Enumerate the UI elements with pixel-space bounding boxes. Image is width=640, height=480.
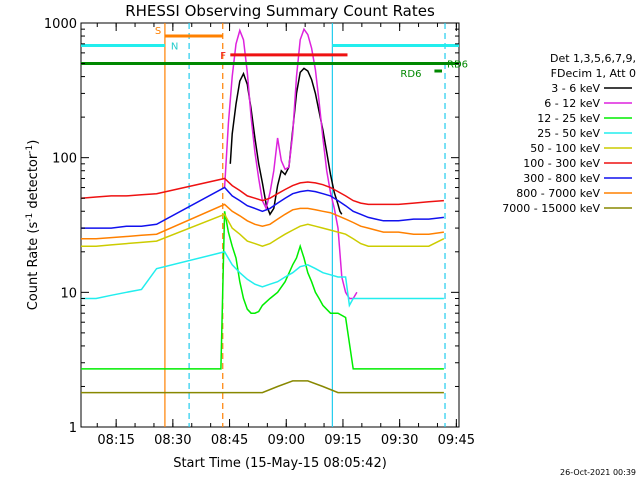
legend-label: 800 - 7000 keV bbox=[516, 187, 600, 200]
y-tick-label: 1000 bbox=[44, 17, 77, 32]
legend-header-line1: Det 1,3,5,6,7,9, bbox=[550, 52, 636, 65]
series-line bbox=[81, 203, 445, 240]
legend-label: 100 - 300 keV bbox=[523, 157, 600, 170]
series-line bbox=[81, 211, 444, 370]
series-line bbox=[81, 380, 444, 394]
plot-frame bbox=[80, 22, 460, 428]
y-axis-label-mid: detector bbox=[26, 153, 41, 213]
y-axis: 1 10 100 1000 bbox=[44, 17, 459, 436]
series-line bbox=[223, 27, 358, 300]
y-axis-label-end: ) bbox=[26, 140, 41, 145]
x-tick-label: 09:00 bbox=[268, 433, 305, 448]
x-tick-label: 09:45 bbox=[438, 433, 475, 448]
legend-label: 300 - 800 keV bbox=[523, 172, 600, 185]
x-tick-label: 09:15 bbox=[324, 433, 361, 448]
y-axis-label-sup2: -1 bbox=[25, 145, 35, 154]
x-axis: 08:15 08:30 08:45 09:00 09:15 09:30 09:45 bbox=[96, 23, 475, 448]
x-axis-label: Start Time (15-May-15 08:05:42) bbox=[173, 456, 387, 471]
vertical-markers bbox=[164, 23, 446, 427]
legend-label: 3 - 6 keV bbox=[551, 82, 600, 95]
y-axis-label-main: Count Rate (s bbox=[26, 222, 41, 311]
legend-label: 25 - 50 keV bbox=[537, 127, 600, 140]
flag-label: S bbox=[155, 26, 161, 37]
legend: Det 1,3,5,6,7,9, FDecim 1, Att 0 3 - 6 k… bbox=[502, 52, 636, 215]
flag-label: F bbox=[220, 51, 226, 62]
legend-header-line2: FDecim 1, Att 0 bbox=[551, 67, 636, 80]
legend-label: 7000 - 15000 keV bbox=[502, 202, 600, 215]
flag-label: N bbox=[171, 42, 178, 53]
y-tick-label: 1 bbox=[69, 421, 77, 436]
series-line bbox=[81, 250, 444, 308]
flag-label: RD6 bbox=[447, 60, 468, 71]
legend-label: 12 - 25 keV bbox=[537, 112, 600, 125]
chart-title: RHESSI Observing Summary Count Rates bbox=[125, 2, 435, 20]
x-tick-label: 08:30 bbox=[154, 433, 191, 448]
series-line bbox=[80, 177, 444, 206]
series-lines bbox=[80, 27, 445, 394]
y-axis-label: Count Rate (s-1 detector-1) bbox=[25, 140, 41, 311]
plot-area: SN F RD6 RD6 bbox=[80, 22, 468, 428]
flag-label: RD6 bbox=[400, 69, 421, 80]
x-tick-label: 08:15 bbox=[97, 433, 134, 448]
series-line bbox=[81, 186, 444, 229]
series-line bbox=[81, 213, 445, 247]
flag-bars: SN F RD6 RD6 bbox=[81, 26, 468, 80]
y-tick-label: 100 bbox=[52, 152, 77, 167]
x-tick-label: 09:30 bbox=[381, 433, 418, 448]
legend-label: 50 - 100 keV bbox=[530, 142, 600, 155]
y-axis-label-sup1: -1 bbox=[25, 213, 35, 222]
y-tick-label: 10 bbox=[60, 286, 77, 301]
x-tick-label: 08:45 bbox=[211, 433, 248, 448]
legend-label: 6 - 12 keV bbox=[544, 97, 600, 110]
timestamp: 26-Oct-2021 00:39 bbox=[560, 468, 636, 477]
